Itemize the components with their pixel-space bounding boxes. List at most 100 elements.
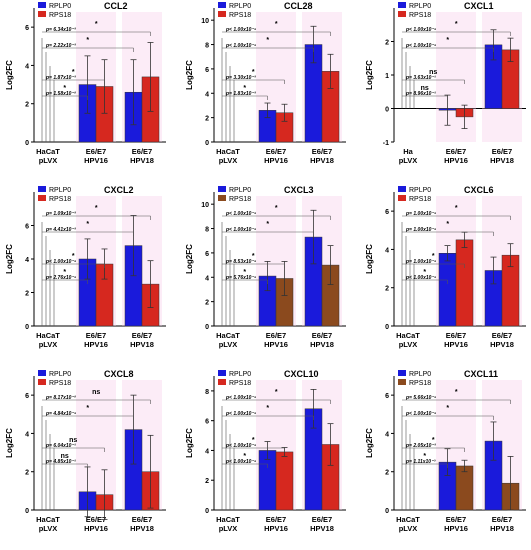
x-tick-label: pLVX (39, 156, 58, 165)
significance-marker: * (455, 21, 458, 28)
p-value-label: p= 8.53x10⁻⁴ (225, 259, 256, 265)
legend-swatch-rps18 (398, 379, 406, 385)
x-tick-label: HPV18 (130, 156, 154, 165)
y-tick-label: 6 (25, 224, 29, 231)
significance-marker: * (95, 21, 98, 28)
p-value-label: p< 1.00x10⁻⁴ (225, 211, 256, 217)
x-tick-label: E6/E7 (446, 331, 466, 340)
y-tick-label: 0 (205, 508, 209, 515)
x-tick-label: HPV18 (490, 524, 514, 533)
x-tick-label: E6/E7 (492, 147, 512, 156)
chart-title: CCL28 (284, 1, 313, 11)
x-tick-label: HPV16 (84, 156, 108, 165)
significance-marker: * (252, 69, 255, 76)
significance-marker: * (266, 221, 269, 228)
legend-swatch-rplp0 (38, 370, 46, 376)
p-value-label: p= 1.00x10⁻⁴ (405, 259, 436, 265)
significance-marker: * (252, 253, 255, 260)
x-tick-label: E6/E7 (312, 515, 332, 524)
legend-swatch-rps18 (398, 195, 406, 201)
p-value-label: p= 2.22x10⁻³ (45, 43, 76, 49)
x-tick-label: pLVX (399, 524, 418, 533)
y-tick-label: 4 (205, 275, 209, 282)
y-tick-label: 6 (205, 251, 209, 258)
significance-marker: * (95, 205, 98, 212)
x-tick-label: E6/E7 (132, 331, 152, 340)
significance-marker: * (446, 221, 449, 228)
p-value-label: p< 1.00x10⁻⁴ (225, 227, 256, 233)
y-tick-label: 6 (205, 419, 209, 426)
legend-label-rps18: RPS18 (229, 12, 251, 19)
chart-panel-ccl2: 0 2 4 6 Log2FC HaCaT pLVX E6/E7 HPV16 E6/E7 HPV18 *… (0, 0, 170, 176)
p-value-label: p= 1.11x10⁻³ (405, 459, 436, 465)
p-value-label: p= 1.00x10⁻⁴ (405, 211, 436, 217)
highlight-band (436, 12, 476, 142)
x-tick-label: HaCaT (36, 147, 60, 156)
legend-label-rps18: RPS18 (409, 380, 431, 387)
significance-marker: * (432, 253, 435, 260)
x-tick-label: HaCaT (216, 515, 240, 524)
legend-label-rplp0: RPLP0 (229, 187, 251, 194)
significance-marker: * (432, 437, 435, 444)
y-tick-label: 6 (25, 25, 29, 32)
legend-swatch-rps18 (218, 11, 226, 17)
p-value-label: p< 1.00x10⁻⁴ (225, 27, 256, 33)
chart-panel-cxcl1: -1 0 1 2 Log2FC Ha pLVX E6/E7 HPV16 E6/E7 HPV18 ns p… (360, 0, 530, 176)
chart-title: CXCL8 (104, 369, 134, 379)
significance-marker: * (455, 205, 458, 212)
y-axis-label: Log2FC (185, 428, 194, 458)
x-tick-label: E6/E7 (492, 331, 512, 340)
chart-svg: 0246Log2FCHaCaTpLVXE6/E7HPV16E6/E7HPV18*… (365, 369, 526, 533)
p-value-label: p< 1.00x10⁻⁴ (405, 275, 436, 281)
y-tick-label: 8 (205, 227, 209, 234)
x-tick-label: E6/E7 (266, 515, 286, 524)
legend-swatch-rplp0 (398, 370, 406, 376)
y-tick-label: 8 (205, 389, 209, 396)
y-tick-label: 4 (25, 257, 29, 264)
x-tick-label: HPV18 (130, 524, 154, 533)
significance-marker: * (72, 69, 75, 76)
x-tick-label: E6/E7 (266, 331, 286, 340)
y-tick-label: 10 (201, 202, 209, 209)
significance-marker: * (63, 85, 66, 92)
chart-svg: 0246810Log2FCHaCaTpLVXE6/E7HPV16E6/E7HPV… (185, 185, 346, 349)
x-tick-label: HPV16 (84, 340, 108, 349)
y-tick-label: 1 (385, 73, 389, 80)
y-axis-label: Log2FC (5, 428, 14, 458)
x-tick-label: HPV18 (130, 340, 154, 349)
chart-title: CXCL10 (284, 369, 319, 379)
chart-panel-cxcl10: 0 2 4 6 8 Log2FC HaCaT pLVX E6/E7 HPV16 E6/E7 HPV18… (180, 368, 350, 544)
y-tick-label: 0 (385, 107, 389, 114)
p-value-label: p= 8.17x10⁻² (45, 395, 76, 401)
chart-svg: 0246Log2FCHaCaTpLVXE6/E7HPV16E6/E7HPV18n… (5, 369, 166, 533)
p-value-label: p= 1.83x10⁻³ (225, 91, 256, 97)
y-tick-label: 2 (205, 116, 209, 123)
significance-marker: ns (61, 453, 69, 460)
p-value-label: p< 1.00x10⁻⁴ (225, 43, 256, 49)
y-axis-label: Log2FC (5, 60, 14, 90)
p-value-label: p= 1.09x10⁻³ (45, 211, 76, 217)
chart-title: CXCL3 (284, 185, 314, 195)
p-value-label: p= 1.00x10⁻⁴ (405, 227, 436, 233)
bar-rps18 (275, 451, 294, 511)
p-value-label: p= 8.96x10⁻¹ (405, 91, 436, 97)
y-tick-label: 10 (201, 18, 209, 25)
x-tick-label: HPV18 (310, 156, 334, 165)
legend-label-rps18: RPS18 (49, 380, 71, 387)
y-axis-label: Log2FC (185, 244, 194, 274)
y-tick-label: 0 (385, 508, 389, 515)
x-tick-label: pLVX (219, 156, 238, 165)
chart-svg: 0246Log2FCHaCaTpLVXE6/E7HPV16E6/E7HPV18*… (5, 185, 166, 349)
chart-title: CCL2 (104, 1, 128, 11)
legend-swatch-rplp0 (218, 2, 226, 8)
x-tick-label: E6/E7 (446, 515, 466, 524)
y-tick-label: -1 (383, 140, 389, 147)
legend-label-rplp0: RPLP0 (409, 3, 431, 10)
chart-svg: 0246810Log2FCHaCaTpLVXE6/E7HPV16E6/E7HPV… (185, 1, 346, 165)
significance-marker: * (446, 405, 449, 412)
legend-label-rps18: RPS18 (49, 12, 71, 19)
significance-marker: * (266, 37, 269, 44)
significance-marker: * (275, 389, 278, 396)
p-value-label: p= 2.05x10⁻³ (405, 443, 436, 449)
y-tick-label: 2 (385, 286, 389, 293)
